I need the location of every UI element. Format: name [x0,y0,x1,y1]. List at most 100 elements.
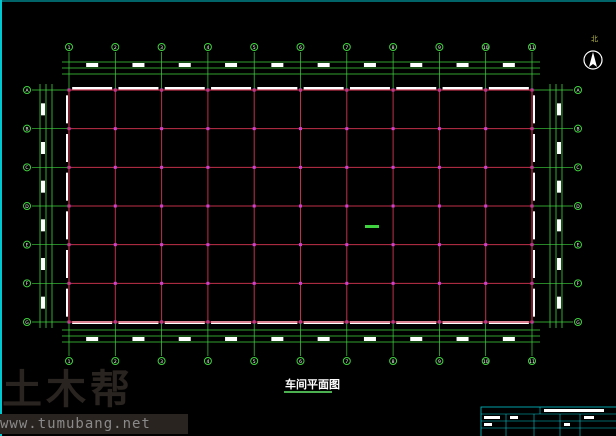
north-arrow-icon [583,50,603,70]
column-marker [113,127,117,131]
axis-bubble [203,357,212,365]
drawing-title: 车间平面图 [285,378,340,391]
wall-segment [66,95,68,124]
column-marker [160,281,164,285]
column-marker [206,281,210,285]
column-marker [345,281,349,285]
axis-label: 4 [206,45,209,51]
axis-label: 7 [345,45,348,51]
watermark-url: www.tumubang.net [0,414,188,434]
axis-bubble [23,163,31,172]
axis-bubble [65,43,73,51]
column-marker [299,127,302,131]
dimension-text [502,337,515,341]
axis-bubble [528,43,536,51]
axis-bubble [157,357,166,365]
axis-bubble [111,43,120,51]
axis-label: 8 [392,45,395,51]
column-marker [391,281,395,285]
axis-bubble [574,86,582,94]
dimension-text [410,337,423,341]
axis-label: 11 [529,359,535,365]
axis-label: D [576,204,580,210]
dimension-text [363,337,376,341]
north-label: 北 [591,35,598,43]
axis-bubble [250,357,259,365]
axis-bubble [23,202,31,210]
dimension-text [41,296,45,309]
axis-label: 6 [299,359,302,365]
wall-segment [66,172,68,201]
annotation-mark [365,225,379,228]
axis-label: C [25,165,28,171]
dimension-text [178,63,191,67]
axis-label: B [576,126,579,132]
axis-label: B [25,126,28,132]
axis-label: 10 [483,45,489,51]
wall-segment [396,87,437,90]
axis-label: 5 [253,45,256,51]
column-marker [113,165,117,169]
axis-label: C [576,165,579,171]
dimension-text [86,337,99,341]
axis-bubble [342,357,351,365]
column-marker [391,243,395,247]
axis-label: 3 [160,45,163,51]
wall-segment [66,288,68,317]
dimension-text [41,142,45,154]
axis-bubble [203,43,212,51]
axis-label: 6 [299,45,302,51]
axis-bubble [574,202,582,210]
axis-label: A [576,88,580,94]
column-marker [484,204,488,208]
axis-label: F [26,281,29,287]
dimension-text [557,142,561,154]
column-marker [160,204,164,208]
axis-bubble [574,240,582,249]
column-marker [160,243,164,247]
axis-bubble [574,163,582,172]
dimension-text [502,63,515,67]
wall-segment [488,87,529,90]
dimension-text [178,337,191,341]
axis-bubble [23,240,31,249]
axis-label: 9 [438,359,441,365]
dimension-text [41,219,45,232]
title-block-text [484,423,492,426]
wall-segment [72,87,113,90]
wall-segment [303,87,344,90]
axis-bubble [250,43,259,51]
axis-label: F [577,281,580,287]
column-marker [206,165,210,169]
title-underline [284,391,332,393]
axis-label: 1 [68,45,71,51]
wall-segment [533,134,535,162]
wall-segment [164,87,205,90]
column-marker [206,204,210,208]
axis-label: 11 [529,45,535,51]
dimension-text [557,219,561,232]
dimension-text [456,63,469,67]
dimension-text [557,258,561,270]
axis-bubble [389,43,398,51]
wall-segment [66,211,68,240]
column-marker [113,281,117,285]
axis-bubble [528,357,536,365]
column-marker [160,165,164,169]
north-arrow-pointer [589,52,597,67]
column-marker [484,165,488,169]
dimension-text [41,258,45,270]
column-marker [252,127,256,131]
dimension-text [271,63,284,67]
title-block-text [484,416,500,419]
wall-segment [533,95,535,124]
axis-label: D [25,204,29,210]
column-marker [252,204,256,208]
wall-segment [349,87,390,90]
column-marker [160,127,164,131]
wall-segment [118,87,159,90]
axis-label: A [25,88,29,94]
axis-bubble [574,279,582,288]
axis-bubble [342,43,351,51]
title-block [480,406,616,436]
